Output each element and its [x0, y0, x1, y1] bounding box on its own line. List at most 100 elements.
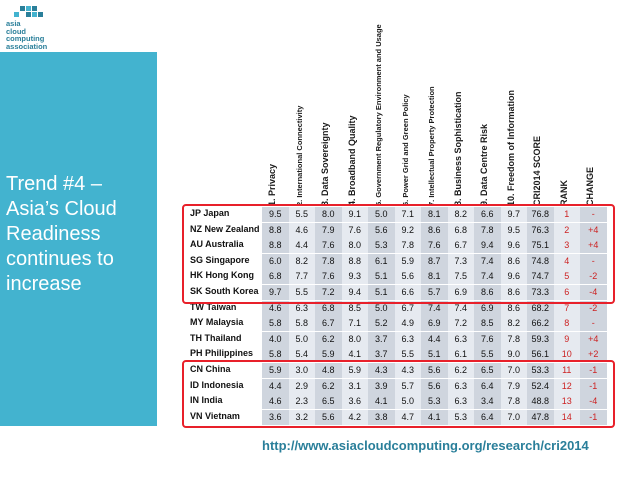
table-cell: 7.4 [447, 300, 474, 316]
slide-title-line: Trend #4 – [6, 173, 102, 195]
logo-line: computing [6, 34, 45, 43]
column-header-label: 5. Government Regulatory Environment and… [374, 24, 383, 206]
table-cell: 4.2 [341, 409, 368, 425]
table-cell: 7.1 [394, 207, 421, 222]
table-cell: -2 [580, 269, 607, 285]
column-header-label: 3. Data Sovereignty [320, 122, 330, 206]
table-cell: 5 [553, 269, 580, 285]
table-cell: 8.7 [421, 253, 448, 269]
table-cell: 5.9 [341, 363, 368, 378]
title-sidebar [0, 52, 157, 426]
table-cell: 7.4 [421, 300, 448, 316]
column-header-label: 10. Freedom of Information [505, 89, 516, 206]
table-cell: 5.6 [421, 363, 448, 378]
table-row: MY Malaysia 5.8 5.8 6.7 7.1 5.2 4.9 6.9 7.2 8.5 8.… [184, 316, 616, 332]
table-cell: 5.1 [421, 347, 448, 363]
table-cell: 9.6 [500, 269, 527, 285]
table-cell: 6.2 [447, 363, 474, 378]
table-cell: 6.4 [474, 378, 501, 394]
table-cell: 5.0 [368, 300, 395, 316]
table-cell: 3 [553, 238, 580, 254]
table-cell: 8.8 [341, 253, 368, 269]
table-cell: 9 [553, 331, 580, 347]
table-cell: 10 [553, 347, 580, 363]
slide-title-line: continues to [6, 248, 114, 270]
table-cell: 7.4 [474, 253, 501, 269]
country-label: TH Thailand [190, 332, 242, 343]
table-cell: -1 [580, 378, 607, 394]
table-cell: 5.3 [421, 394, 448, 410]
table-cell: 7.1 [341, 316, 368, 332]
table-cell: +4 [580, 238, 607, 254]
table-cell: 5.6 [394, 269, 421, 285]
table-row: TH Thailand 4.0 5.0 6.2 8.0 3.7 6.3 4.4 6.3 7.6 7.… [184, 331, 616, 347]
table-cell: 5.9 [394, 253, 421, 269]
table-row: CN China 5.9 3.0 4.8 5.9 4.3 4.3 5.6 6.2 6.5 7.0 53… [184, 363, 616, 378]
table-cell: 7.9 [315, 222, 342, 238]
table-cell: 76.8 [527, 207, 554, 222]
research-url-link[interactable]: http://www.asiacloudcomputing.org/resear… [262, 438, 589, 453]
table-cell: 3.7 [368, 347, 395, 363]
table-cell: - [580, 207, 607, 222]
table-cell: 9.7 [262, 285, 289, 300]
table-cell: 5.5 [474, 347, 501, 363]
table-cell: 4.6 [262, 394, 289, 410]
table-cell: 6.6 [474, 207, 501, 222]
slide-title-line: Readiness [6, 223, 101, 245]
table-cell: 5.7 [394, 378, 421, 394]
table-cell: 12 [553, 378, 580, 394]
table-cell: 5.1 [368, 269, 395, 285]
column-header-label: CRI2014 SCORE [532, 135, 542, 206]
table-cell: 8.1 [421, 207, 448, 222]
table-cell: 9.3 [341, 269, 368, 285]
table-cell: 6.8 [447, 222, 474, 238]
table-cell: 9.7 [500, 207, 527, 222]
table-cell: 74.8 [527, 253, 554, 269]
table-cell: 4.6 [288, 222, 315, 238]
table-cell: 9.4 [474, 238, 501, 254]
table-cell: 8.8 [262, 238, 289, 254]
table-cell: 3.6 [341, 394, 368, 410]
table-cell: 7.8 [474, 222, 501, 238]
table-cell: 48.8 [527, 394, 554, 410]
table-row: PH Philippines 5.8 5.4 5.9 4.1 3.7 5.5 5.1 6.1 5.… [184, 347, 616, 363]
table-cell: 3.8 [368, 409, 395, 425]
table-cell: 5.8 [262, 347, 289, 363]
country-label: MY Malaysia [190, 317, 244, 328]
table-row: HK Hong Kong 6.8 7.7 7.6 9.3 5.1 5.6 8.1 7.5 7.4 9… [184, 269, 616, 285]
table-cell: 7.3 [447, 253, 474, 269]
table-cell: 5.3 [368, 238, 395, 254]
table-cell: 7.6 [315, 238, 342, 254]
table-cell: 6.9 [474, 300, 501, 316]
table-cell: 8 [553, 316, 580, 332]
country-label: ID Indonesia [190, 379, 244, 390]
table-cell: 5.5 [288, 285, 315, 300]
table-cell: 2.9 [288, 378, 315, 394]
table-cell: -4 [580, 394, 607, 410]
table-cell: 5.0 [368, 207, 395, 222]
country-label: CN China [190, 364, 231, 374]
table-cell: 5.4 [288, 347, 315, 363]
table-cell: 1 [553, 207, 580, 222]
table-cell: 74.7 [527, 269, 554, 285]
country-label: VN Vietnam [190, 410, 240, 421]
table-cell: 7.8 [500, 331, 527, 347]
table-row: TW Taiwan 4.6 6.3 6.8 8.5 5.0 6.7 7.4 7.4 6.9 8.6 6… [184, 300, 616, 316]
table-cell: 6.5 [474, 363, 501, 378]
table-cell: 6.3 [447, 331, 474, 347]
table-cell: 7.6 [341, 222, 368, 238]
table-cell: 8.0 [341, 331, 368, 347]
table-cell: 4.0 [262, 331, 289, 347]
country-label: AU Australia [190, 239, 244, 250]
country-label: IN India [190, 395, 223, 406]
table-cell: 5.7 [421, 285, 448, 300]
highlight-box [182, 360, 615, 429]
table-cell: 75.1 [527, 238, 554, 254]
table-cell: 6.5 [315, 394, 342, 410]
table-cell: 7.0 [500, 409, 527, 425]
table-cell: -4 [580, 285, 607, 300]
table-cell: 6.7 [315, 316, 342, 332]
table-cell: 6.1 [368, 253, 395, 269]
table-row: IN India 4.6 2.3 6.5 3.6 4.1 5.0 5.3 6.3 3.4 7.8 48… [184, 394, 616, 410]
table-cell: 8.2 [288, 253, 315, 269]
